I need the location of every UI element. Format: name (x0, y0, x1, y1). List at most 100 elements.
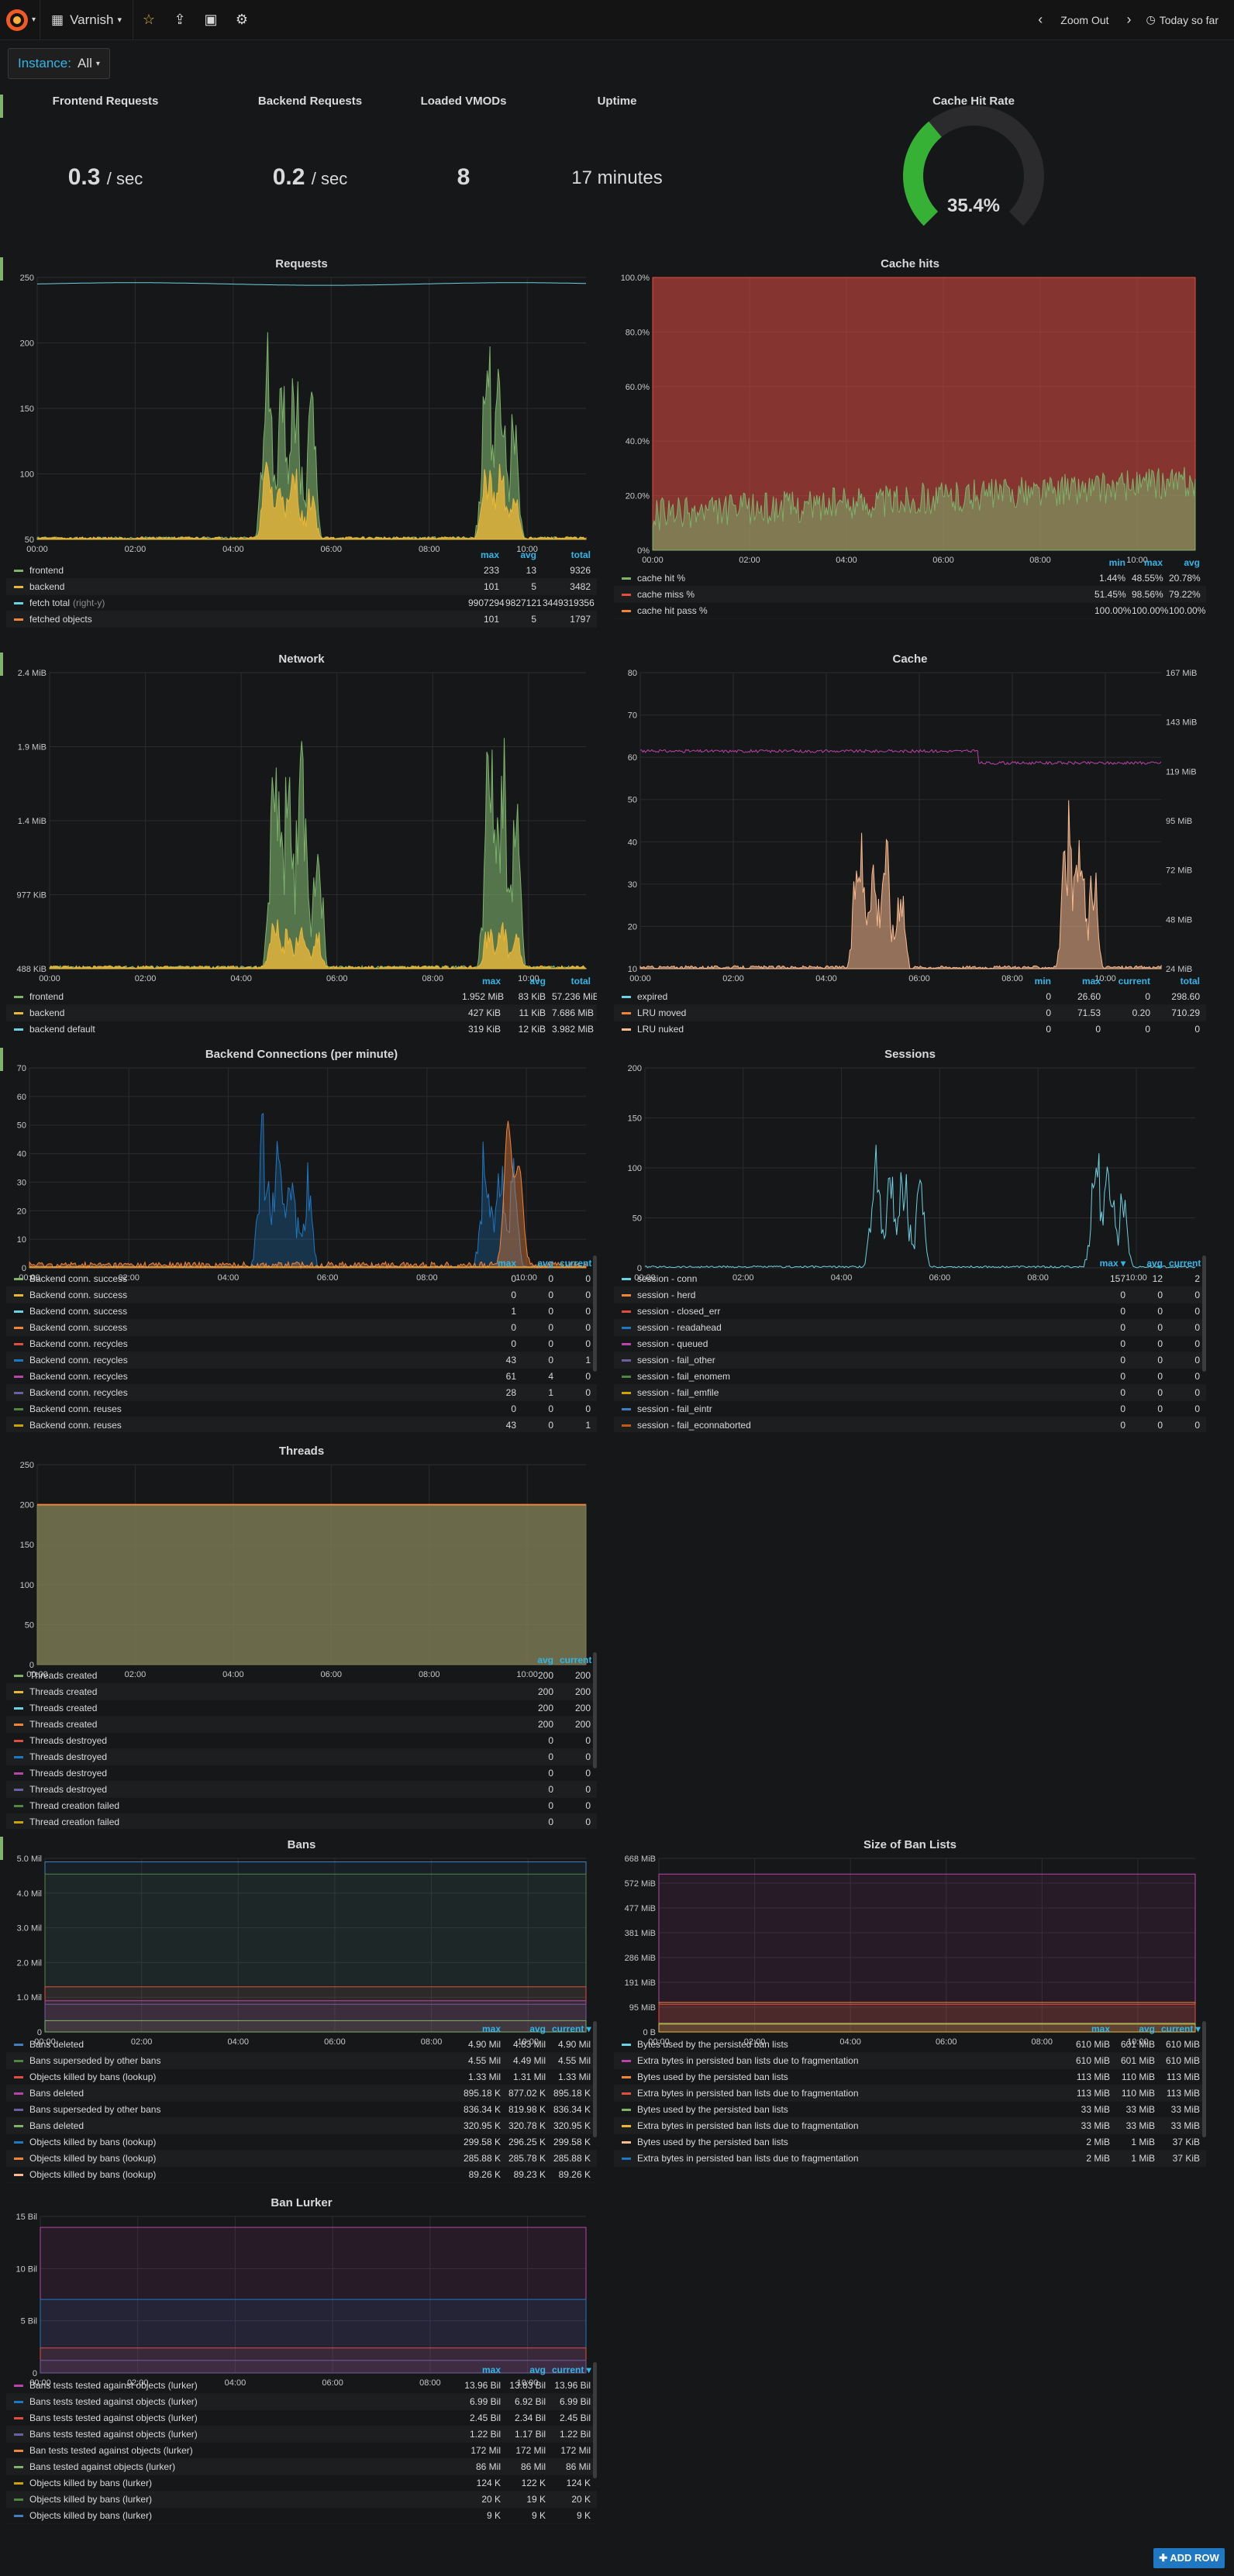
series-color-swatch[interactable] (14, 569, 23, 572)
time-back-button[interactable]: ‹ (1025, 0, 1056, 40)
legend-column-total[interactable]: total (570, 549, 591, 560)
series-color-swatch[interactable] (14, 1739, 23, 1742)
legend-item[interactable]: expired 0 26.60 0 298.60 (614, 989, 1206, 1005)
legend-item[interactable]: Threads destroyed 0 0 (6, 1782, 597, 1798)
legend-scrollbar[interactable] (1202, 1255, 1206, 1372)
legend-series-name[interactable]: expired (637, 991, 668, 1002)
legend-item[interactable]: Bytes used by the persisted ban lists 2 M… (614, 2134, 1206, 2151)
legend-series-name[interactable]: Threads destroyed (29, 1735, 108, 1746)
series-color-swatch[interactable] (14, 1424, 23, 1427)
series-color-swatch[interactable] (622, 2157, 631, 2160)
legend-series-name[interactable]: Backend conn. success (29, 1290, 128, 1300)
legend-series-name[interactable]: Threads destroyed (29, 1751, 108, 1762)
series-color-swatch[interactable] (14, 1359, 23, 1362)
legend-series-name[interactable]: cache miss % (637, 589, 695, 600)
series-color-swatch[interactable] (14, 1011, 23, 1014)
series-color-swatch[interactable] (622, 1028, 631, 1031)
legend-series-name[interactable]: cache hit pass % (637, 605, 708, 616)
legend-item[interactable]: Backend conn. reuses 43 0 1 (6, 1417, 597, 1432)
legend-item[interactable]: Bytes used by the persisted ban lists 610… (614, 2037, 1206, 2053)
legend-item[interactable]: Bans deleted 320.95 K 320.78 K 320.95 K (6, 2118, 597, 2134)
legend-series-name[interactable]: session - fail_emfile (637, 1387, 719, 1398)
legend-column-avg[interactable]: avg (1184, 557, 1200, 568)
legend-column-avg[interactable]: avg (1146, 1258, 1163, 1269)
legend-series-name[interactable]: Bans deleted (29, 2088, 84, 2099)
legend-series-name[interactable]: session - conn (637, 1273, 698, 1284)
legend-series-name[interactable]: Backend conn. recycles (29, 1338, 128, 1349)
row-marker[interactable] (0, 257, 3, 281)
row-marker[interactable] (0, 95, 3, 118)
legend-column-min[interactable]: min (1034, 976, 1051, 987)
legend-series-name[interactable]: session - readahead (637, 1322, 722, 1333)
legend-column-max[interactable]: max (481, 2364, 501, 2375)
legend-series-name[interactable]: Bans superseded by other bans (29, 2055, 161, 2066)
series-color-swatch[interactable] (622, 1391, 631, 1394)
legend-series-name[interactable]: Bytes used by the persisted ban lists (637, 2137, 788, 2147)
legend-item[interactable]: Bans superseded by other bans 836.34 K 819… (6, 2102, 597, 2118)
legend-series-name[interactable]: Thread creation failed (29, 1800, 120, 1811)
series-color-swatch[interactable] (14, 1391, 23, 1394)
graph-panel-network[interactable]: Network 2.4 MiB 1.9 MiB 1.4 MiB 977 KiB 488 K… (6, 649, 597, 1037)
legend-item[interactable]: Extra bytes in persisted ban lists due t… (614, 2118, 1206, 2134)
series-color-swatch[interactable] (14, 995, 23, 998)
legend-item[interactable]: Backend conn. success 0 0 0 (6, 1287, 597, 1303)
legend-series-name[interactable]: frontend (29, 991, 64, 1002)
legend-series-name[interactable]: Backend conn. reuses (29, 1420, 122, 1431)
legend-item[interactable]: session - fail_other 0 0 0 (614, 1352, 1206, 1369)
legend-column-max[interactable]: max (480, 549, 499, 560)
legend-series-name[interactable]: Threads created (29, 1670, 98, 1681)
legend-item[interactable]: Threads destroyed 0 0 (6, 1733, 597, 1749)
legend-series-name[interactable]: backend (29, 1007, 65, 1018)
legend-item[interactable]: Bans tests tested against objects (lurke… (6, 2378, 597, 2394)
legend-item[interactable]: Backend conn. success 0 0 0 (6, 1271, 597, 1287)
legend-series-name[interactable]: Bans tests tested against objects (lurke… (29, 2380, 198, 2391)
legend-column-current[interactable]: current ▾ (552, 2364, 591, 2375)
legend-series-name[interactable]: LRU moved (637, 1007, 687, 1018)
row-marker[interactable] (0, 653, 3, 676)
legend-series-name[interactable]: Objects killed by bans (lurker) (29, 2494, 153, 2505)
legend-item[interactable]: Bans tests tested against objects (lurke… (6, 2410, 597, 2426)
series-color-swatch[interactable] (14, 1788, 23, 1791)
series-color-swatch[interactable] (14, 1028, 23, 1031)
series-color-swatch[interactable] (14, 1293, 23, 1297)
legend-series-name[interactable]: Extra bytes in persisted ban lists due t… (637, 2120, 859, 2131)
stat-panel-loaded-vmods[interactable]: Loaded VMODs 8 (415, 87, 512, 234)
series-color-swatch[interactable] (14, 2433, 23, 2436)
series-color-swatch[interactable] (14, 1342, 23, 1345)
save-button[interactable]: ▣ (195, 0, 226, 40)
series-color-swatch[interactable] (14, 1772, 23, 1775)
series-color-swatch[interactable] (622, 1310, 631, 1313)
series-color-swatch[interactable] (14, 2140, 23, 2144)
legend-series-name[interactable]: Threads created (29, 1719, 98, 1730)
legend-item[interactable]: session - herd 0 0 0 (614, 1287, 1206, 1303)
legend-item[interactable]: Objects killed by bans (lookup) 89.26 K 89… (6, 2167, 597, 2183)
legend-column-max[interactable]: max (481, 976, 501, 987)
series-color-swatch[interactable] (622, 2043, 631, 2046)
series-color-swatch[interactable] (14, 2465, 23, 2468)
series-color-swatch[interactable] (14, 1804, 23, 1807)
legend-item[interactable]: session - fail_enomem 0 0 0 (614, 1369, 1206, 1385)
series-color-swatch[interactable] (622, 1375, 631, 1378)
legend-series-name[interactable]: fetch total (right-y) (29, 598, 105, 608)
legend-series-name[interactable]: cache hit % (637, 573, 686, 584)
legend-series-name[interactable]: Bans tests tested against objects (lurke… (29, 2412, 198, 2423)
legend-column-current[interactable]: current ▾ (1161, 2023, 1201, 2034)
legend-series-name[interactable]: Extra bytes in persisted ban lists due t… (637, 2055, 859, 2066)
legend-item[interactable]: Backend conn. reuses 0 0 0 (6, 1401, 597, 1417)
legend-item[interactable]: Backend conn. recycles 61 4 0 (6, 1369, 597, 1385)
legend-column-min[interactable]: min (1108, 557, 1125, 568)
legend-item[interactable]: backend default 319 KiB 12 KiB 3.982 MiB (6, 1021, 597, 1037)
legend-series-name[interactable]: Objects killed by bans (lookup) (29, 2071, 157, 2082)
legend-series-name[interactable]: Bytes used by the persisted ban lists (637, 2071, 788, 2082)
legend-item[interactable]: cache hit pass % 100.00% 100.00% 100.00% (614, 603, 1206, 619)
add-row-button[interactable]: ✚ ADD ROW (1153, 2548, 1225, 2568)
legend-scrollbar[interactable] (593, 1255, 597, 1372)
legend-series-name[interactable]: LRU nuked (637, 1024, 684, 1035)
series-color-swatch[interactable] (622, 577, 631, 580)
graph-panel-bans[interactable]: Bans 5.0 Mil 4.0 Mil 3.0 Mil 2.0 Mil 1.0 Mil 0… (6, 1835, 597, 2184)
series-color-swatch[interactable] (14, 1674, 23, 1677)
stat-panel-uptime[interactable]: Uptime 17 minutes (518, 87, 716, 234)
zoom-out-button[interactable]: Zoom Out (1060, 13, 1109, 26)
legend-series-name[interactable]: Objects killed by bans (lurker) (29, 2510, 153, 2521)
series-color-swatch[interactable] (622, 593, 631, 596)
